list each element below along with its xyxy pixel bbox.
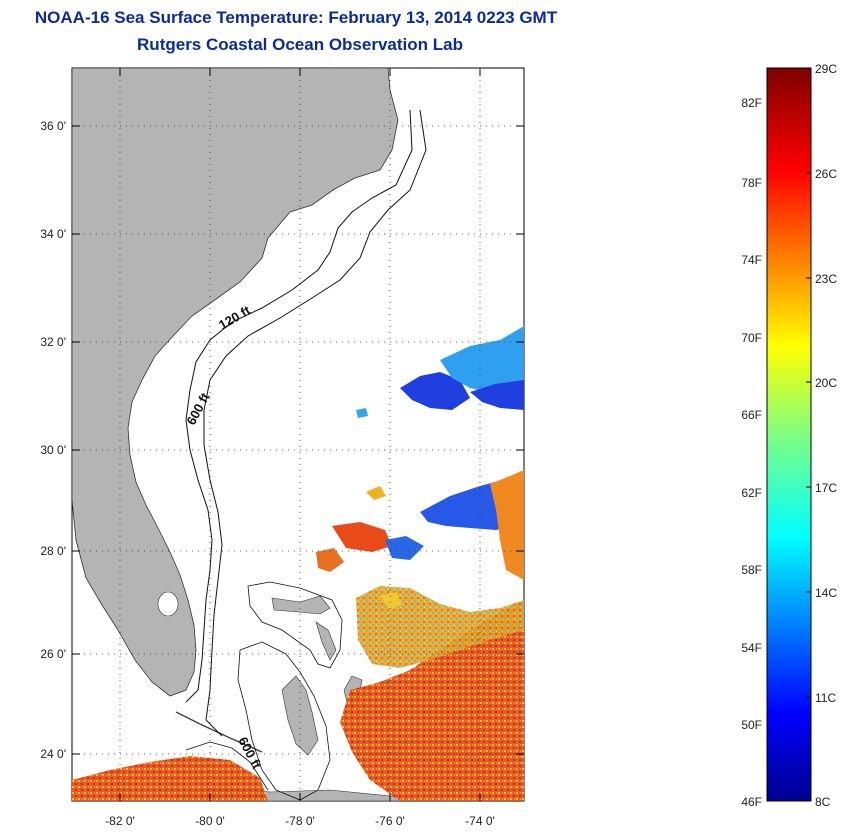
lat-label-34: 34 0' — [40, 227, 66, 241]
lat-label-30: 30 0' — [40, 443, 66, 457]
colorbar-c-8: 8C — [815, 795, 831, 809]
graticule — [72, 68, 524, 801]
lon-label-74: -74 0' — [465, 814, 495, 828]
colorbar-f-62: 62F — [741, 486, 762, 500]
land-southeast-us — [72, 68, 399, 697]
lon-label-76: -76 0' — [375, 814, 405, 828]
colorbar-c-23: 23C — [815, 272, 837, 286]
colorbar-f-46: 46F — [741, 795, 762, 809]
lat-label-32: 32 0' — [40, 335, 66, 349]
bahamas-andros — [281, 675, 319, 756]
lat-label-28: 28 0' — [40, 544, 66, 558]
colorbar-f-74: 74F — [741, 253, 762, 267]
colorbar-c-14: 14C — [815, 586, 837, 600]
lat-label-36: 36 0' — [40, 119, 66, 133]
colorbar-f-78: 78F — [741, 176, 762, 190]
colorbar-c-26: 26C — [815, 167, 837, 181]
lon-label-80: -80 0' — [195, 814, 225, 828]
colorbar-f-50: 50F — [741, 718, 762, 732]
lake-okeechobee — [157, 591, 179, 617]
colorbar-f-58: 58F — [741, 563, 762, 577]
colorbar: 82F 78F 74F 70F 66F 62F 58F 54F 50F 46F … — [741, 62, 837, 809]
colorbar-c-20: 20C — [815, 376, 837, 390]
axis-ticks — [72, 68, 524, 801]
colorbar-f-82: 82F — [741, 96, 762, 110]
contour-south — [185, 741, 269, 791]
florida-keys — [175, 711, 263, 753]
contour-great-bahama-bank — [237, 641, 331, 801]
colorbar-c-11: 11C — [815, 691, 836, 705]
bahamas-grand-bahama — [271, 595, 331, 615]
lat-label-26: 26 0' — [40, 647, 66, 661]
lat-label-24: 24 0' — [40, 747, 66, 761]
map-subtitle: Rutgers Coastal Ocean Observation Lab — [137, 35, 463, 54]
colorbar-f-66: 66F — [741, 408, 762, 422]
colorbar-f-70: 70F — [741, 331, 762, 345]
map-title: NOAA-16 Sea Surface Temperature: Februar… — [34, 8, 558, 27]
colorbar-f-54: 54F — [741, 641, 762, 655]
lon-label-82: -82 0' — [105, 814, 135, 828]
colorbar-gradient — [766, 67, 812, 802]
lon-label-78: -78 0' — [285, 814, 315, 828]
contour-120ft — [185, 109, 413, 703]
bahamas-abaco — [315, 621, 337, 661]
contour-bahamas-bank — [247, 581, 343, 669]
sst-data — [72, 326, 524, 801]
colorbar-c-17: 17C — [815, 481, 837, 495]
colorbar-c-29: 29C — [815, 62, 837, 76]
